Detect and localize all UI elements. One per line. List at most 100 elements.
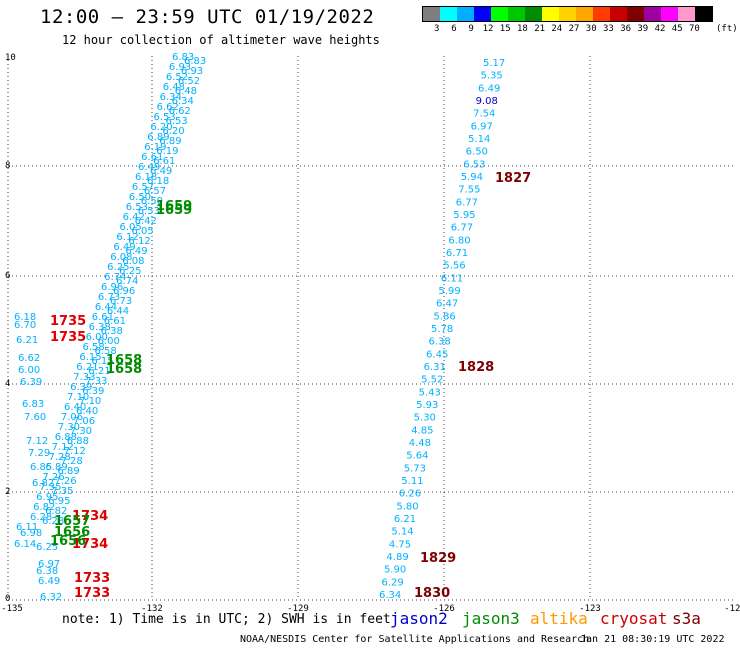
track-value-coast: 6.49 [38,576,60,587]
track-value-right: 6.97 [471,121,493,132]
credit-text: NOAA/NESDIS Center for Satellite Applica… [240,634,590,645]
track-value-left-b: 6.89 [159,136,181,147]
track-value-left-a: 6.62 [157,102,179,113]
track-value-left-a: 7.28 [49,452,71,463]
mission-label-jason2: jason2 [390,609,448,628]
track-value-right: 7.55 [458,185,480,196]
track-value-right: 5.99 [438,286,460,297]
track-value-left-b: 6.40 [76,406,98,417]
legend-tick-label: 39 [637,24,649,34]
track-value-left-b: 6.58 [94,346,116,357]
track-value-left-a: 6.28 [30,512,52,523]
track-value-left-a: 6.53 [126,202,148,213]
pass-time-label: 1734 [72,537,108,552]
track-value-right: 5.86 [433,311,455,322]
track-value-coast: 6.00 [18,365,40,376]
pass-time-label: 1830 [414,586,450,601]
track-value-right: 6.47 [436,299,458,310]
legend-swatch [542,7,559,21]
track-value-left-a: 7.26 [42,472,64,483]
legend-tick-label: 15 [499,24,511,34]
track-value-left-a: 6.49 [138,162,160,173]
track-value-left-b: 6.44 [107,306,129,317]
track-value-right: 5.80 [396,501,418,512]
track-value-left-a: 6.61 [141,152,163,163]
y-tick-label: 0 [5,594,10,604]
track-value-right: 9.08 [476,96,498,107]
track-value-right: 6.21 [394,514,416,525]
track-value-left-a: 6.19 [144,142,166,153]
track-value-left-b: 7.12 [64,446,86,457]
legend-tick-label: 9 [468,24,474,34]
y-tick-label: 2 [5,487,10,497]
track-value-left-b: 6.12 [128,236,150,247]
track-value-right: 5.14 [468,134,490,145]
track-value-right: 6.77 [456,197,478,208]
track-value-left-a: 7.33 [73,372,95,383]
track-value-left-b: 6.25 [119,266,141,277]
pass-time-label: 1734 [72,509,108,524]
track-value-right: 4.48 [409,438,431,449]
legend-swatch [491,7,508,21]
legend-tick-label: 27 [568,24,580,34]
track-value-right: 6.26 [399,489,421,500]
track-value-right: 5.43 [419,387,441,398]
track-value-left-a: 6.48 [163,82,185,93]
pass-time-label: 1735 [50,314,86,329]
legend-tick-label: 33 [603,24,614,34]
track-value-left-b: 6.39 [82,386,104,397]
track-value-left-b: 6.95 [48,496,70,507]
pass-time-label: 1656 [50,534,86,549]
x-tick-label: -135 [1,604,23,614]
pass-time-label: 1659 [156,199,192,214]
legend-tick-label: 70 [689,24,700,34]
track-value-coast: 6.98 [20,528,42,539]
track-value-coast: 7.60 [24,412,46,423]
legend-swatch [678,7,695,21]
track-value-left-b: 7.26 [54,476,76,487]
legend-tick-label: 45 [671,24,683,34]
track-value-left-a: 6.25 [107,262,129,273]
legend-swatch [457,7,474,21]
track-value-coast: 6.39 [20,377,42,388]
y-tick-label: 6 [5,271,10,281]
mission-label-altika: altika [530,609,588,628]
legend-tick-label: 42 [654,24,666,34]
pass-time-label: 1733 [74,586,110,601]
track-value-left-a: 6.89 [147,132,169,143]
track-value-left-b: 6.88 [67,436,89,447]
track-value-left-b: 6.62 [169,106,191,117]
track-value-coast: 6.21 [16,335,38,346]
track-value-right: 6.80 [448,235,470,246]
track-value-left-a: 6.08 [110,252,132,263]
track-value-left-a: 6.73 [98,292,120,303]
pass-time-label: 1658 [106,362,142,377]
track-value-coast: 6.11 [16,522,38,533]
track-value-right: 5.11 [401,476,423,487]
mission-label-cryosat: cryosat [600,609,668,628]
track-value-left-a: 6.57 [132,182,154,193]
legend-swatch [576,7,593,21]
track-value-left-a: 6.42 [123,212,145,223]
track-value-left-b: 6.96 [113,286,135,297]
track-value-left-a: 6.93 [169,62,191,73]
track-value-left-a: 6.82 [33,502,55,513]
color-scale-legend [422,6,713,22]
track-value-left-a: 7.35 [39,482,61,493]
legend-swatch [695,7,712,21]
track-value-left-a: 7.10 [67,392,89,403]
track-value-left-b: 6.34 [172,96,194,107]
legend-swatch [525,7,542,21]
legend-tick-label: 30 [585,24,597,34]
y-tick-label: 8 [5,161,10,171]
track-value-coast: 6.38 [36,566,58,577]
track-value-coast: 7.12 [26,436,48,447]
track-value-right: 6.29 [381,577,403,588]
track-value-left-b: 6.83 [184,56,206,67]
track-value-left-b: 6.15 [91,356,113,367]
map-title: 12:00 – 23:59 UTC 01/19/2022 [40,6,375,28]
legend-swatch [593,7,610,21]
track-value-left-a: 6.89 [45,462,67,473]
legend-swatch [610,7,627,21]
track-value-right: 5.17 [483,58,505,69]
